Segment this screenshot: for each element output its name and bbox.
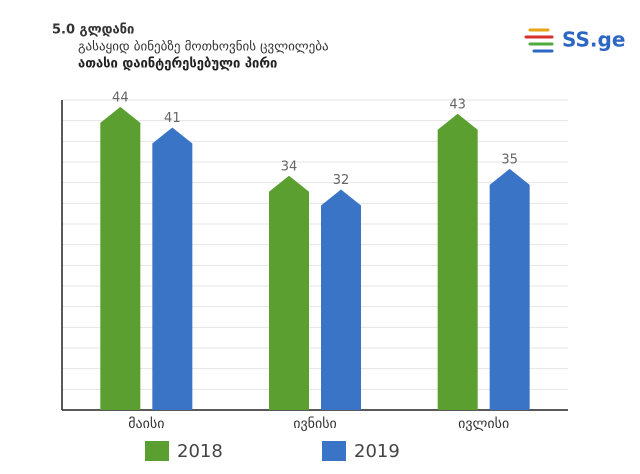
value-label: 32: [333, 173, 350, 188]
bar: [437, 113, 478, 411]
value-label: 34: [281, 159, 298, 174]
chart-title: 5.0 გლდანი: [52, 23, 134, 38]
value-label: 44: [112, 90, 129, 105]
logo-icon: [524, 28, 554, 53]
value-label: 43: [449, 97, 466, 112]
bar: [152, 127, 193, 411]
chart-subtitle: გასაყიდ ბინებზე მოთხოვნის ცვლილება: [78, 40, 329, 55]
legend-swatch: [322, 441, 346, 461]
bar: [100, 106, 141, 410]
bar: [269, 175, 309, 410]
x-tick-label: მაისი: [128, 416, 164, 432]
logo-text: SS.ge: [562, 28, 625, 52]
x-tick-label: ივნისი: [293, 416, 337, 432]
legend-label: 2018: [177, 441, 223, 462]
legend-swatch: [145, 441, 169, 461]
bar: [321, 189, 361, 410]
unit-label: ათასი დაინტერესებული პირი: [78, 57, 277, 72]
legend-label: 2019: [354, 441, 400, 462]
value-label: 35: [501, 152, 518, 167]
bar: [489, 168, 530, 410]
value-label: 41: [164, 111, 181, 126]
x-tick-label: ივლისი: [458, 416, 509, 432]
